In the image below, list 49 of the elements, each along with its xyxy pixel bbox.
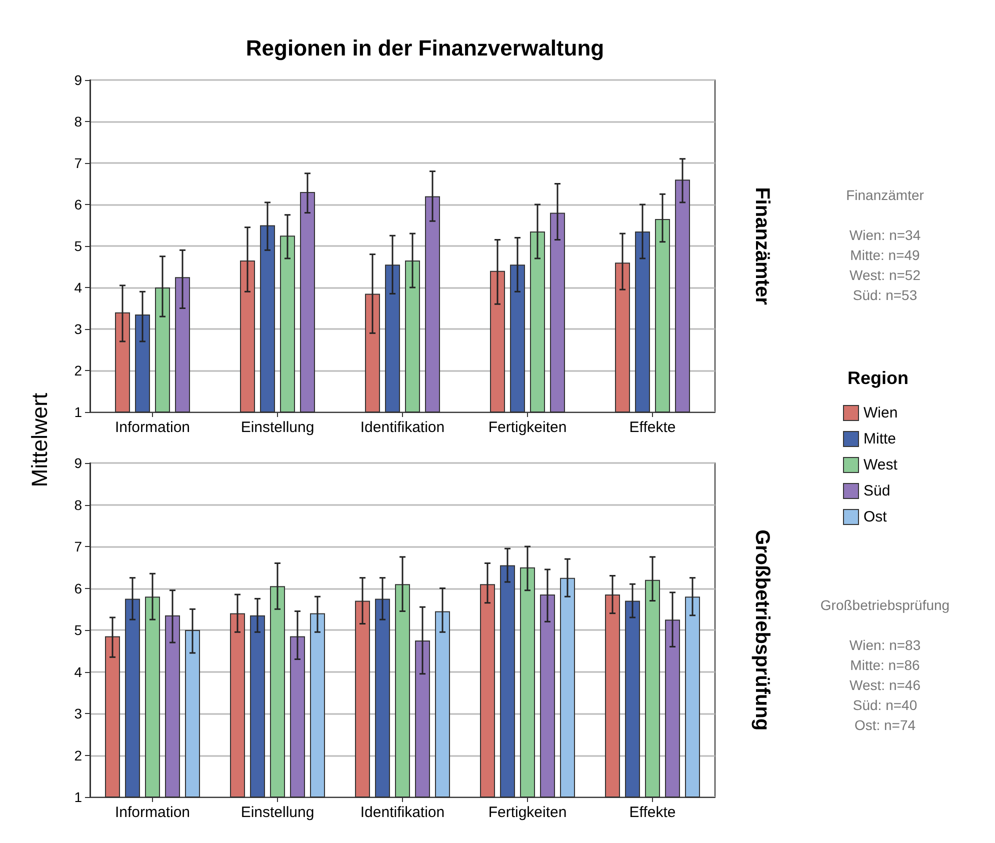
y-tick-label: 9 bbox=[74, 72, 82, 88]
text: West: n=52 bbox=[850, 267, 921, 283]
y-tick-label: 6 bbox=[74, 196, 82, 212]
y-tick-label: 3 bbox=[74, 706, 82, 722]
legend-title: Region bbox=[848, 368, 908, 388]
x-tick-label: Information bbox=[114, 804, 190, 821]
x-tick-label: Information bbox=[114, 419, 190, 436]
y-tick-label: 5 bbox=[74, 238, 82, 254]
x-tick-label: Fertigkeiten bbox=[488, 419, 567, 436]
y-tick-label: 9 bbox=[74, 455, 82, 471]
y-tick-label: 1 bbox=[74, 404, 82, 420]
y-tick-label: 3 bbox=[74, 321, 82, 337]
y-tick-label: 4 bbox=[74, 664, 82, 680]
text: West: n=46 bbox=[850, 677, 921, 693]
text: Süd: n=40 bbox=[852, 697, 918, 713]
legend-label: Süd bbox=[864, 482, 890, 500]
text: Wien: n=83 bbox=[849, 637, 921, 653]
text: Finanzämter bbox=[846, 187, 924, 203]
legend-label: Wien bbox=[864, 404, 898, 422]
x-tick-label: Einstellung bbox=[240, 419, 314, 436]
y-tick-label: 5 bbox=[74, 622, 82, 638]
y2-axis-title: Finanzämter bbox=[751, 187, 773, 306]
x-tick-label: Effekte bbox=[629, 804, 676, 821]
x-tick-label: Identifikation bbox=[360, 804, 445, 821]
y-tick-label: 7 bbox=[74, 155, 82, 171]
legend-label: West bbox=[864, 456, 898, 474]
y-tick-label: 4 bbox=[74, 280, 82, 296]
x-tick-label: Fertigkeiten bbox=[488, 804, 567, 821]
y-axis-title: Mittelwert bbox=[27, 392, 53, 488]
y-tick-label: 6 bbox=[74, 580, 82, 596]
x-tick-label: Identifikation bbox=[360, 419, 445, 436]
text: Mitte: n=86 bbox=[850, 657, 920, 673]
text: Wien: n=34 bbox=[849, 227, 921, 243]
text: Großbetriebsprüfung bbox=[820, 597, 950, 613]
y-tick-label: 8 bbox=[74, 114, 82, 130]
chart-title: Regionen in der Finanzverwaltung bbox=[246, 36, 604, 60]
text: Süd: n=53 bbox=[852, 287, 918, 303]
x-tick-label: Einstellung bbox=[240, 804, 314, 821]
y-tick-label: 1 bbox=[74, 789, 82, 805]
x-tick-label: Effekte bbox=[629, 419, 676, 436]
legend-label: Ost bbox=[864, 508, 888, 526]
y-tick-label: 8 bbox=[74, 496, 82, 513]
y2-axis-title: Großbetriebsprüfung bbox=[751, 529, 773, 731]
y-tick-label: 2 bbox=[74, 362, 82, 378]
text: Mitte: n=49 bbox=[850, 247, 920, 263]
y-tick-label: 7 bbox=[74, 538, 82, 554]
legend-label: Mitte bbox=[864, 430, 896, 448]
text: Ost: n=74 bbox=[854, 717, 916, 733]
y-tick-label: 2 bbox=[74, 747, 82, 764]
